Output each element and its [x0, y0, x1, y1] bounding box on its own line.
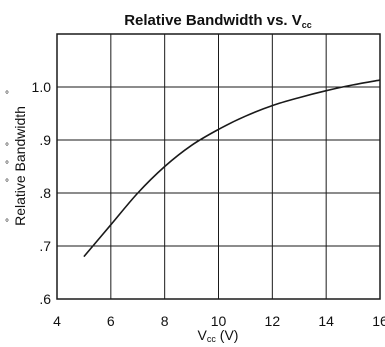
x-axis-label-main: V: [198, 327, 208, 343]
edge-mark: °: [5, 178, 9, 189]
x-tick-label: 10: [211, 313, 227, 329]
edge-mark: °: [5, 142, 9, 153]
series-line: [83, 79, 381, 258]
y-tick-label: .8: [39, 185, 51, 201]
x-tick-labels: 4 6 8 10 12 14 16: [53, 313, 385, 329]
series-group: [83, 79, 381, 258]
y-tick-label: .6: [39, 291, 51, 307]
y-tick-label: .7: [39, 238, 51, 254]
x-tick-label: 16: [372, 313, 385, 329]
edge-mark: °: [5, 218, 9, 229]
x-tick-label: 6: [107, 313, 115, 329]
y-tick-labels: .6 .7 .8 .9 1.0: [32, 79, 52, 307]
x-axis-label: Vcc (V): [198, 327, 239, 344]
edge-mark: °: [5, 90, 9, 101]
y-tick-label: .9: [39, 132, 51, 148]
chart-title-main: Relative Bandwidth vs. V: [124, 12, 302, 29]
edge-mark: °: [5, 160, 9, 171]
chart-title: Relative Bandwidth vs. Vcc: [124, 12, 312, 30]
x-axis-label-unit: (V): [216, 327, 239, 343]
x-tick-label: 4: [53, 313, 61, 329]
x-tick-label: 12: [265, 313, 281, 329]
x-tick-label: 14: [318, 313, 334, 329]
x-tick-label: 8: [161, 313, 169, 329]
y-axis-label: Relative Bandwidth: [12, 106, 28, 226]
x-axis-label-subscript: cc: [207, 334, 217, 344]
grid: [57, 34, 380, 299]
y-tick-label: 1.0: [32, 79, 52, 95]
chart-title-subscript: cc: [302, 20, 312, 30]
